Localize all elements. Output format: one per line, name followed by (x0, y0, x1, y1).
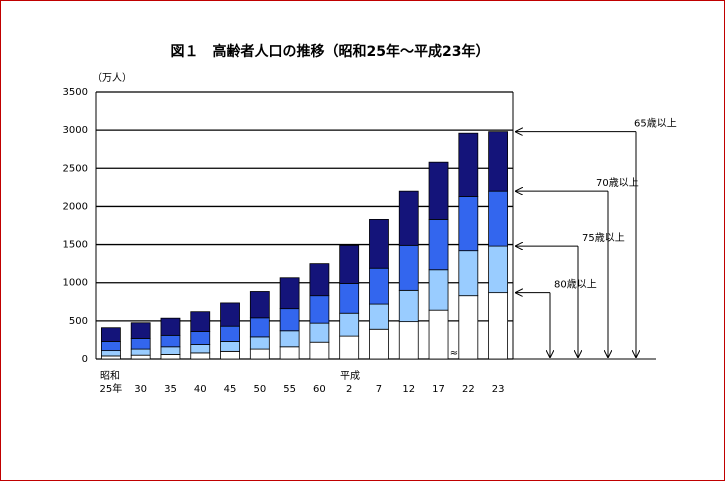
bar-segment (220, 302, 240, 327)
annotation-label: 65歳以上 (634, 118, 677, 130)
bar-segment (488, 190, 509, 247)
bar-segment (100, 355, 121, 360)
bar-segment (249, 291, 270, 319)
bar-segment (279, 330, 300, 348)
bar-segment (488, 131, 509, 192)
bar-segment (190, 331, 211, 345)
bar-segment (190, 344, 211, 354)
x-tick-label: 7 (376, 384, 382, 395)
bar-segment (428, 309, 449, 360)
annotation-label: 80歳以上 (554, 279, 597, 291)
bar-segment (100, 350, 121, 357)
x-tick-label: 55 (283, 384, 296, 395)
bar-segment (279, 308, 300, 332)
y-tick-label: 1000 (63, 278, 88, 289)
y-tick-label: 3000 (63, 125, 88, 136)
bar-segment (100, 327, 121, 342)
bar-segment (249, 336, 270, 350)
bar-segment (458, 250, 479, 297)
bar-segment (130, 348, 151, 356)
y-tick-label: 0 (82, 354, 88, 365)
bar-segment (279, 346, 300, 360)
bar-segment (488, 292, 509, 360)
bar-segment (309, 263, 330, 297)
bar-segment (100, 341, 121, 352)
bar-segment (309, 341, 330, 360)
x-tick-label: 60 (313, 384, 326, 395)
x-tick-label: 35 (164, 384, 177, 395)
bar-segment (488, 245, 509, 294)
bar-segment (398, 321, 419, 360)
bar-segment (220, 341, 240, 352)
bar-segment (160, 346, 181, 355)
bar-segment (339, 244, 360, 284)
x-tick-label: 2 (346, 384, 352, 395)
bar-segment (458, 295, 479, 360)
bar-segment (130, 354, 151, 360)
unit-label: （万人） (92, 72, 132, 84)
y-tick-label: 2500 (63, 163, 88, 174)
bar-segment (428, 269, 449, 311)
bar-segment (160, 317, 181, 336)
bar-segment (428, 161, 449, 220)
y-tick-label: 3500 (63, 87, 88, 98)
bar-segment (458, 132, 479, 197)
x-tick-label: 25年 (100, 382, 123, 395)
x-tick-label: 17 (432, 384, 445, 395)
era-label: 平成 (340, 370, 360, 382)
annotation-label: 75歳以上 (582, 232, 625, 244)
bar-segment (309, 322, 330, 343)
bar-segment (279, 277, 300, 310)
bar-segment (220, 350, 240, 360)
bar-segment (249, 348, 270, 360)
bar-segment (339, 283, 360, 314)
bar-segment (220, 325, 240, 342)
bar-segment (398, 244, 419, 291)
bar-segment (339, 335, 360, 360)
bar-segment (398, 289, 419, 323)
x-tick-label: 45 (224, 384, 237, 395)
x-tick-label: 12 (402, 384, 415, 395)
bar-segment (369, 328, 389, 360)
bar-segment (160, 354, 181, 360)
y-tick-label: 2000 (63, 201, 88, 212)
x-tick-label: 23 (492, 384, 505, 395)
bar-segment (458, 196, 479, 252)
y-tick-label: 1500 (63, 240, 88, 251)
bar-segment (428, 218, 449, 271)
bar-segment (369, 218, 389, 269)
bar-segment (190, 311, 211, 332)
x-tick-label: 30 (134, 384, 147, 395)
bar-segment (369, 303, 389, 330)
bar-segment (309, 295, 330, 324)
bar-segment (160, 334, 181, 348)
bar-segment (130, 322, 151, 339)
x-tick-label: 50 (253, 384, 266, 395)
x-tick-label: 22 (462, 384, 475, 395)
bar-segment (190, 352, 211, 360)
bar-segment (369, 267, 389, 305)
bar-segment (339, 312, 360, 337)
annotation-label: 70歳以上 (596, 177, 639, 189)
y-tick-label: 500 (69, 316, 88, 327)
chart-title: 図１ 高齢者人口の推移（昭和25年～平成23年） (171, 43, 490, 60)
bar-segment (130, 338, 151, 350)
bar-segment (398, 190, 419, 246)
era-label: 昭和 (100, 370, 120, 382)
bar-segment (249, 317, 270, 338)
x-tick-label: 40 (194, 384, 207, 395)
axis-break: ≈ (450, 348, 458, 359)
